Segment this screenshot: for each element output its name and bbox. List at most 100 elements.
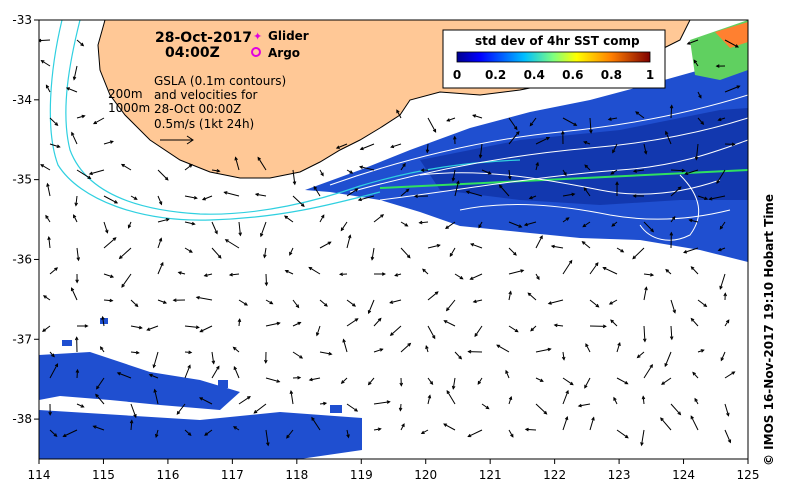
velocity-arrowhead [46, 182, 50, 187]
velocity-arrowhead [396, 109, 400, 114]
velocity-arrowhead [160, 261, 164, 266]
velocity-arrow [371, 247, 375, 260]
velocity-arrow [508, 117, 518, 130]
velocity-arrowhead [478, 154, 483, 159]
velocity-arrowhead [571, 192, 576, 197]
x-tick-label: 115 [92, 468, 115, 482]
velocity-arrow [643, 143, 647, 154]
velocity-arrow [346, 318, 358, 327]
velocity-arrowhead [81, 114, 86, 119]
velocity-arrowhead [704, 196, 709, 201]
velocity-arrowhead [114, 200, 119, 204]
velocity-arrowhead [402, 162, 406, 167]
velocity-arrowhead [357, 197, 362, 202]
velocity-arrowhead [620, 249, 625, 253]
velocity-arrow [697, 195, 708, 200]
velocity-arrow [309, 377, 321, 381]
velocity-arrowhead [84, 324, 89, 328]
velocity-arrow [454, 273, 463, 280]
velocity-arrow [642, 396, 645, 405]
velocity-arrow [204, 429, 213, 436]
velocity-arrowhead [127, 224, 132, 229]
velocity-arrowhead [715, 64, 720, 68]
velocity-arrowhead [429, 381, 434, 386]
velocity-arrowhead [377, 317, 382, 322]
velocity-arrowhead [146, 327, 151, 331]
velocity-arrow [260, 221, 267, 237]
velocity-arrowhead [407, 342, 412, 347]
velocity-arrow [584, 164, 591, 171]
velocity-arrowhead [92, 425, 97, 429]
velocity-arrowhead [487, 171, 492, 175]
velocity-arrowhead [263, 254, 267, 259]
velocity-arrowhead [686, 41, 691, 45]
velocity-arrow [289, 247, 294, 256]
velocity-arrow [130, 403, 137, 418]
velocity-arrow [427, 244, 440, 249]
velocity-arrow [719, 221, 726, 230]
velocity-arrow [235, 157, 240, 171]
velocity-arrow [400, 221, 408, 227]
velocity-arrow [211, 221, 218, 234]
velocity-arrow [724, 85, 740, 93]
velocity-arrowhead [547, 301, 552, 305]
velocity-arrow [505, 370, 510, 379]
velocity-arrowhead [665, 268, 670, 273]
velocity-arrowhead [425, 345, 429, 350]
velocity-arrowhead [615, 181, 619, 186]
velocity-arrowhead [172, 298, 177, 302]
velocity-arrow [670, 325, 673, 340]
velocity-arrowhead [289, 390, 294, 395]
velocity-arrow [121, 273, 132, 288]
velocity-arrow [527, 292, 537, 301]
velocity-arrowhead [349, 170, 354, 174]
velocity-arrowhead [553, 323, 558, 328]
velocity-arrow [75, 195, 78, 206]
velocity-arrow [253, 403, 267, 414]
velocity-arrowhead [456, 180, 460, 185]
velocity-arrowhead [632, 169, 637, 173]
velocity-arrowhead [465, 190, 470, 194]
velocity-arrowhead [669, 104, 674, 109]
velocity-arrow [608, 117, 618, 121]
velocity-arrowhead [719, 285, 723, 290]
x-tick-label: 114 [28, 468, 51, 482]
velocity-arrow [697, 117, 704, 125]
velocity-arrowhead [496, 344, 501, 348]
velocity-arrowhead [608, 301, 613, 305]
velocity-arrow [316, 325, 321, 336]
velocity-arrows [39, 38, 741, 447]
velocity-arrowhead [617, 341, 621, 347]
velocity-arrow [724, 39, 739, 48]
velocity-arrow [548, 299, 564, 305]
scale-arrow-icon [160, 135, 194, 145]
velocity-arrow [589, 117, 592, 133]
velocity-arrow [319, 351, 332, 355]
velocity-arrowhead [352, 303, 357, 307]
velocity-arrowhead [354, 188, 359, 192]
velocity-arrowhead [735, 44, 739, 48]
velocity-arrowhead [445, 307, 450, 312]
velocity-arrowhead [472, 114, 477, 118]
velocity-arrow [508, 131, 520, 145]
velocity-arrow [225, 239, 240, 249]
velocity-arrow [670, 299, 676, 313]
velocity-arrow [342, 339, 348, 353]
velocity-arrow [46, 183, 51, 197]
velocity-arrowhead [158, 237, 163, 242]
velocity-arrow [71, 132, 78, 145]
velocity-arrow [368, 377, 375, 385]
velocity-arrow [224, 191, 240, 197]
glider-legend-label: Glider [268, 29, 309, 43]
velocity-arrowhead [264, 282, 269, 287]
velocity-arrowhead [420, 430, 425, 435]
velocity-arrow [525, 428, 537, 431]
velocity-arrowhead [671, 216, 676, 220]
velocity-arrow [346, 299, 356, 307]
gsla-note-line4: 0.5m/s (1kt 24h) [154, 117, 254, 131]
velocity-arrowhead [446, 118, 451, 122]
velocity-arrowhead [92, 120, 97, 125]
x-tick-label: 119 [350, 468, 373, 482]
velocity-arrow [690, 416, 699, 431]
